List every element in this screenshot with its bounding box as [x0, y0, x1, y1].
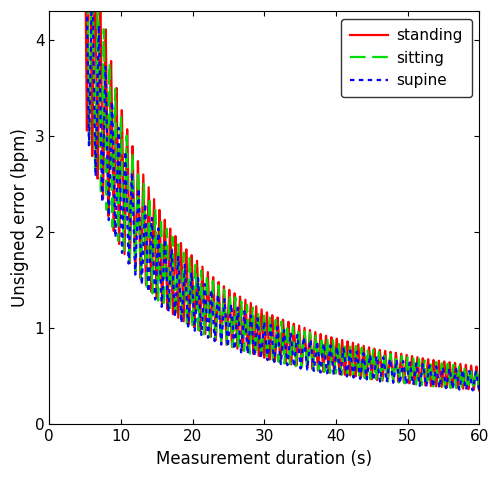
supine [468, 382, 474, 388]
sitting [127, 235, 133, 241]
standing [127, 248, 133, 254]
supine [234, 323, 239, 329]
standing [150, 213, 156, 218]
Y-axis label: Unsigned error (bpm): Unsigned error (bpm) [11, 128, 29, 307]
supine [426, 365, 432, 371]
sitting [476, 388, 482, 393]
sitting [468, 372, 474, 377]
sitting [234, 309, 239, 315]
standing [426, 366, 432, 372]
supine [476, 388, 482, 394]
Line: supine: supine [85, 0, 479, 391]
standing [234, 325, 239, 331]
standing [476, 388, 482, 393]
sitting [426, 370, 432, 376]
supine [150, 259, 156, 265]
sitting [250, 316, 256, 322]
X-axis label: Measurement duration (s): Measurement duration (s) [156, 450, 372, 468]
supine [250, 343, 256, 349]
supine [127, 217, 133, 223]
Line: sitting: sitting [85, 0, 479, 390]
sitting [150, 258, 156, 263]
standing [250, 351, 256, 357]
Line: standing: standing [85, 0, 479, 390]
standing [468, 366, 474, 372]
Legend: standing, sitting, supine: standing, sitting, supine [341, 19, 471, 97]
